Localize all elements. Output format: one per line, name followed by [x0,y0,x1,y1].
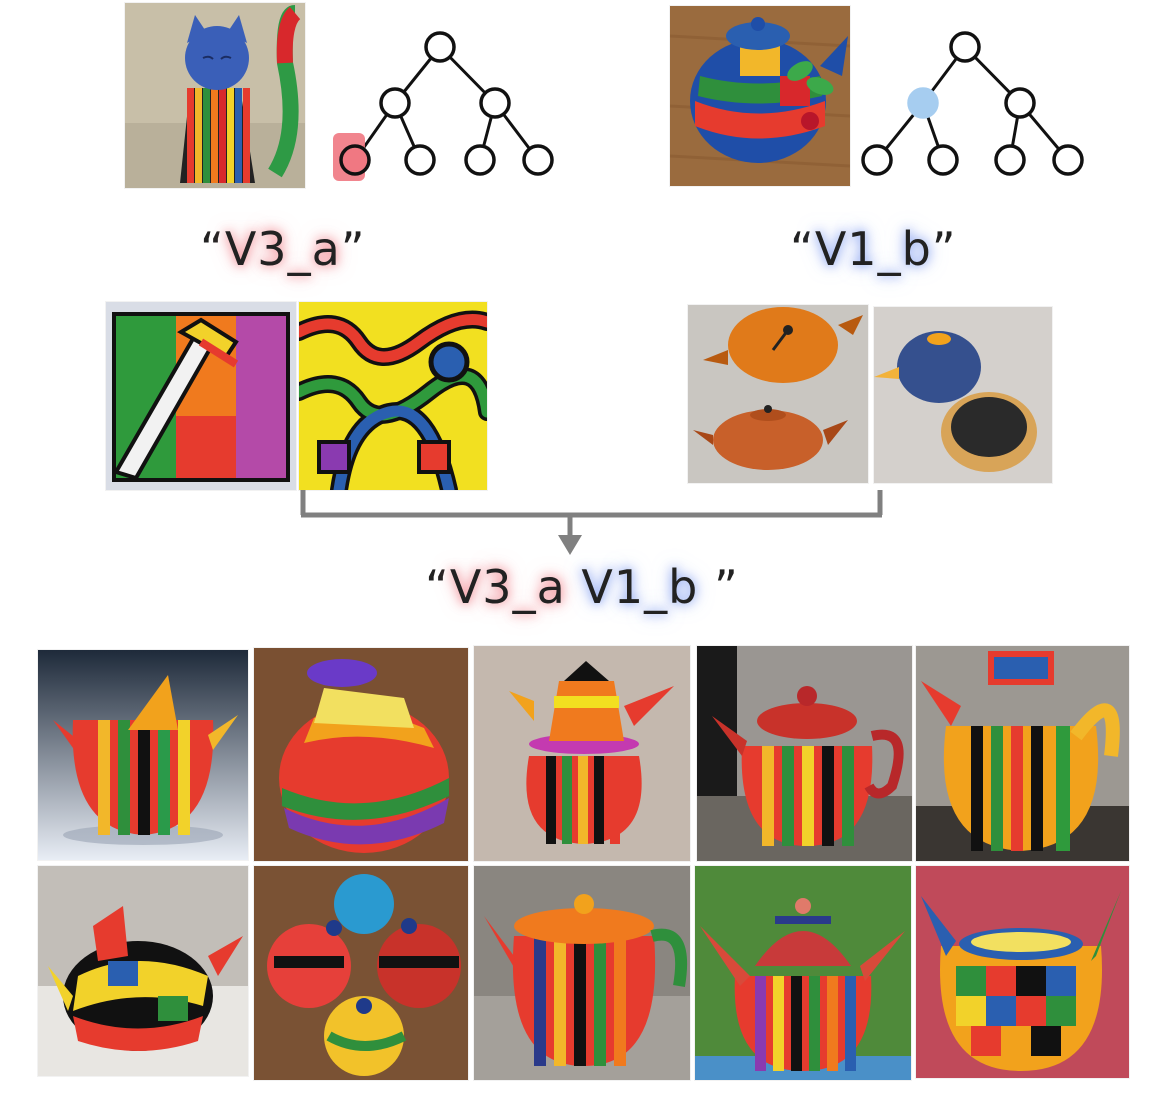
output-image-6 [38,866,248,1076]
tree-node-l1-left [379,87,411,119]
tree-node-l1-right [1004,87,1036,119]
tree-node-leaf1-highlighted [339,144,371,176]
tree-node-leaf2 [404,144,436,176]
source-image-teapot [670,6,850,186]
output-image-10 [916,866,1129,1078]
merge-arrow [300,490,883,555]
output-image-1 [38,650,248,860]
concept-image-v1b-1 [688,305,868,483]
source-image-cat-sculpture [125,3,305,188]
hierarchy-tree-left [333,31,554,181]
tree-node-l1-left-highlighted [907,87,939,119]
tree-node-root [424,31,456,63]
output-image-9 [695,866,911,1080]
tree-node-root [949,31,981,63]
combined-prompt-label: “V3_a V1_b ” [425,560,739,614]
tree-node-leaf1 [861,144,893,176]
token-label-right: “V1_b” [790,222,957,276]
tree-node-leaf4 [1052,144,1084,176]
tree-node-leaf3 [994,144,1026,176]
output-image-4 [697,646,912,861]
output-image-5 [916,646,1129,861]
output-image-8 [474,866,690,1080]
hierarchy-tree-right [861,31,1084,176]
tree-node-leaf4 [522,144,554,176]
arrow-head-icon [558,535,582,555]
output-image-2 [254,648,468,861]
concept-image-v1b-2 [874,307,1052,483]
output-image-7 [254,866,468,1080]
concept-image-v3a-2 [299,302,487,490]
output-image-3 [474,646,690,861]
tree-node-leaf3 [464,144,496,176]
token-label-left: “V3_a” [200,222,366,276]
concept-image-v3a-1 [106,302,296,490]
tree-node-leaf2 [927,144,959,176]
tree-node-l1-right [479,87,511,119]
